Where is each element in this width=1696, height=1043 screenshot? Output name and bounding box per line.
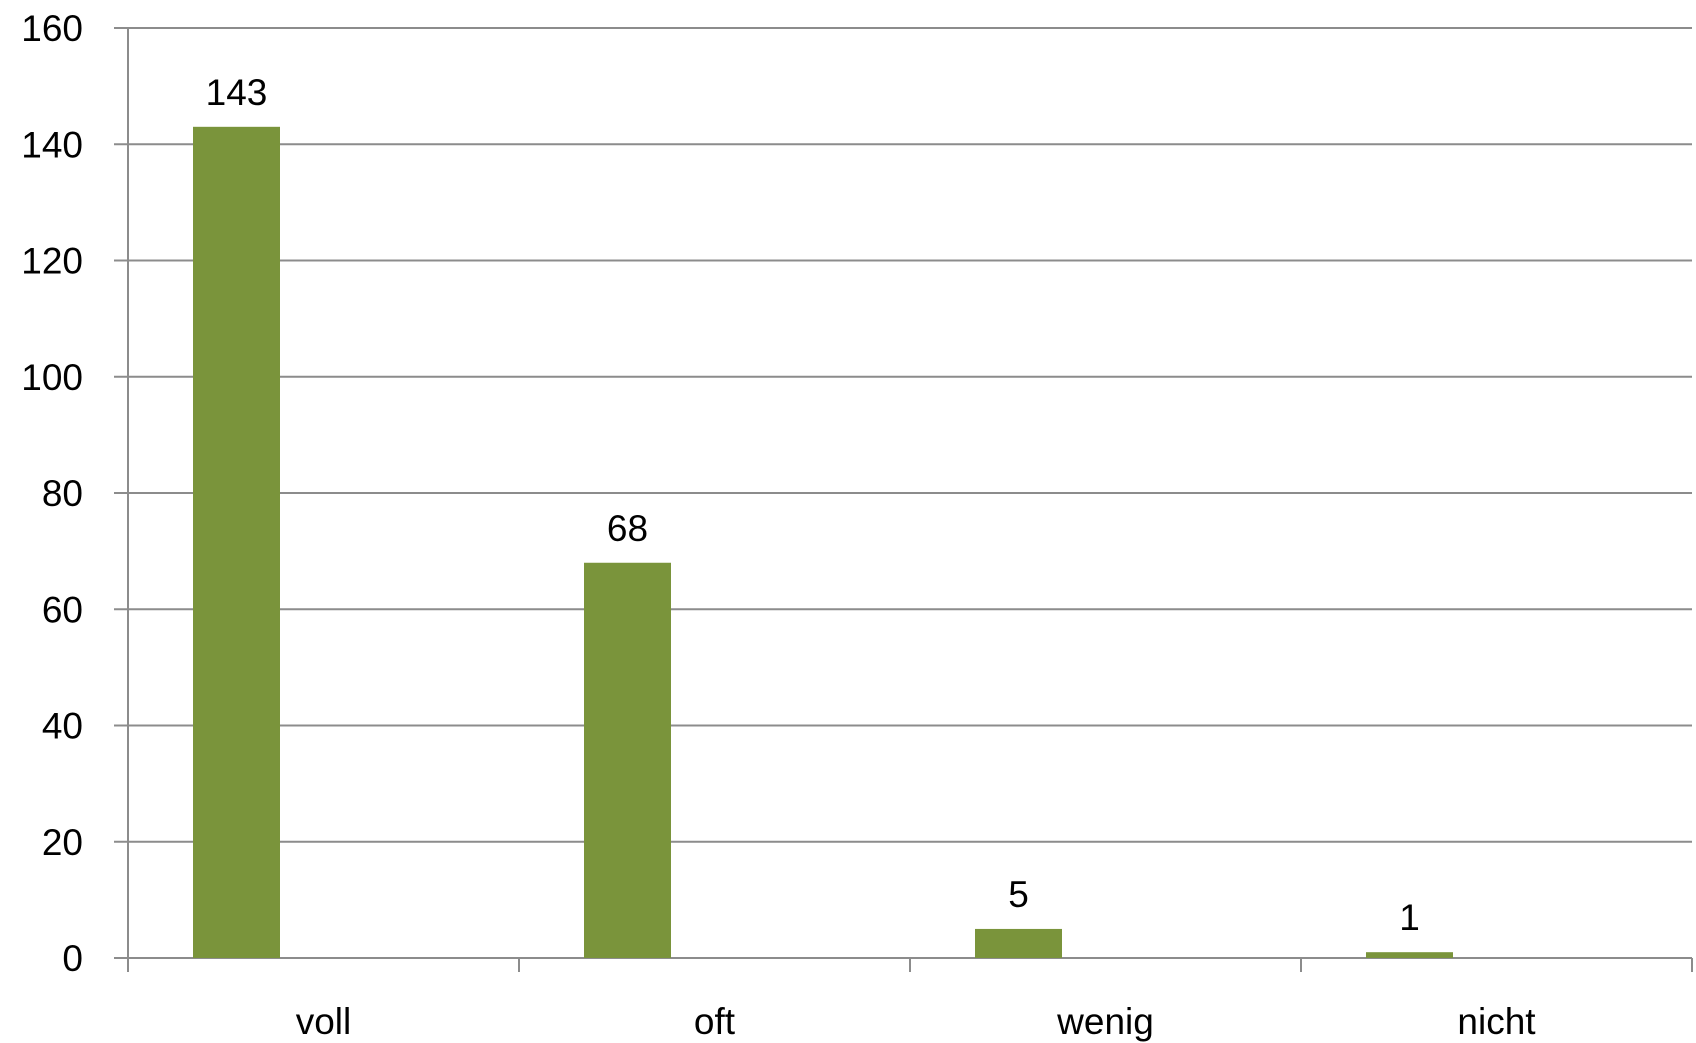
bars — [193, 126, 1453, 958]
data-label-nicht: 1 — [1399, 897, 1420, 938]
data-label-wenig: 5 — [1008, 874, 1029, 915]
y-axis-tick-labels: 0 20 40 60 80 100 120 140 160 — [21, 8, 83, 979]
bar-nicht — [1366, 952, 1453, 958]
x-tick-label-voll: voll — [296, 1001, 352, 1042]
x-axis-tick-labels: voll oft wenig nicht — [296, 1001, 1537, 1042]
y-tick-label: 20 — [42, 822, 83, 863]
data-label-oft: 68 — [607, 508, 648, 549]
y-tick-label: 80 — [42, 473, 83, 514]
x-tick-label-nicht: nicht — [1457, 1001, 1536, 1042]
y-tick-label: 0 — [62, 938, 83, 979]
data-labels: 143 68 5 1 — [206, 72, 1420, 938]
axes — [114, 27, 1693, 972]
y-tick-label: 100 — [21, 357, 83, 398]
y-tick-label: 60 — [42, 589, 83, 630]
gridlines — [128, 27, 1692, 959]
data-label-voll: 143 — [206, 72, 268, 113]
x-tick-label-wenig: wenig — [1056, 1001, 1154, 1042]
y-tick-label: 120 — [21, 241, 83, 282]
bar-voll — [193, 126, 280, 958]
bar-wenig — [975, 928, 1062, 958]
x-tick-label-oft: oft — [694, 1001, 736, 1042]
bar-oft — [584, 562, 671, 958]
y-tick-label: 160 — [21, 8, 83, 49]
y-tick-label: 40 — [42, 706, 83, 747]
y-tick-label: 140 — [21, 124, 83, 165]
